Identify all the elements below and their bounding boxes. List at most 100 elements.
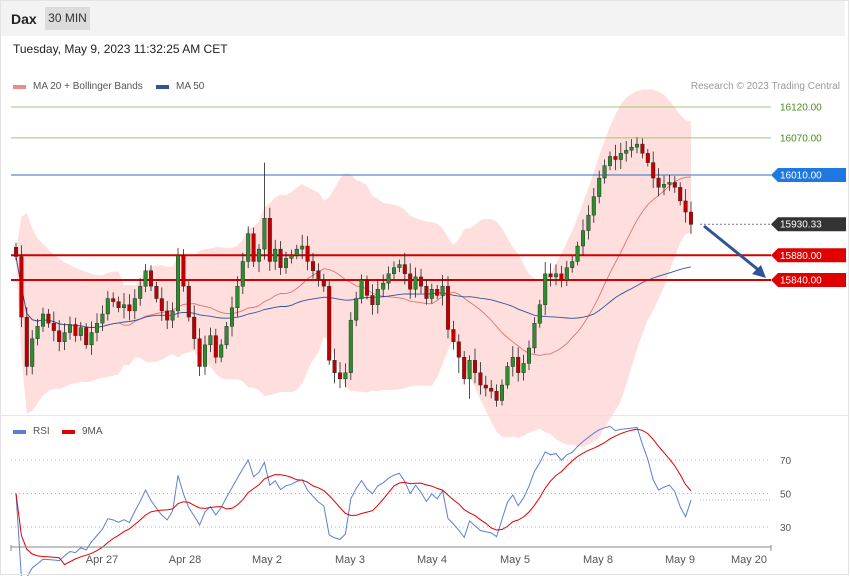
candle-body [192, 316, 197, 339]
candle-body [246, 233, 251, 262]
candle-body [554, 273, 559, 278]
candle-body [311, 261, 316, 271]
legend-rsi: RSI [13, 426, 50, 437]
candle-body [537, 304, 542, 324]
candle-body [51, 323, 56, 331]
legend-ma50: MA 50 [156, 81, 204, 92]
candle-body [500, 384, 505, 401]
rsi-line [15, 425, 692, 576]
bollinger-band [16, 89, 691, 447]
candle-body [564, 267, 569, 281]
candle-body [121, 304, 126, 309]
x-tick-label: May 20 [731, 554, 767, 566]
candle-body [586, 214, 591, 231]
candle-body [105, 298, 110, 315]
legend-ma50-label: MA 50 [176, 81, 205, 92]
ma20-line [15, 176, 692, 356]
forecast-arrow-head [752, 265, 766, 278]
candle-body [602, 165, 607, 179]
rsi-level-label-50: 50 [780, 490, 792, 501]
candle-body [640, 143, 645, 154]
legend-rsi-label: RSI [33, 426, 50, 437]
x-tick-label: May 9 [665, 554, 695, 566]
candle-body [667, 182, 672, 185]
candle-body [213, 335, 218, 358]
candle-body [473, 360, 478, 373]
candle-body [197, 338, 202, 367]
candle-body [402, 264, 407, 275]
candle-body [138, 285, 143, 299]
level-label-3: 15930.33 [780, 220, 822, 231]
candle-body [662, 184, 667, 188]
candle-body [143, 270, 148, 287]
candle-body [672, 182, 677, 188]
legend-9ma: 9MA [62, 426, 103, 437]
candle-body [392, 267, 397, 275]
candle-body [505, 366, 510, 386]
candle-body [478, 372, 483, 386]
candle-body [186, 285, 191, 318]
candle-body [257, 248, 262, 262]
candle-body [321, 279, 326, 287]
candle-body [251, 233, 256, 262]
candle-body [208, 335, 213, 346]
candle-body [570, 261, 575, 268]
level-label-4: 15880.00 [780, 251, 822, 262]
candle-body [413, 276, 418, 290]
candle-body [30, 338, 35, 367]
candle-body [175, 255, 180, 312]
panel-separator [1, 415, 848, 416]
candle-body [435, 289, 440, 296]
candle-body [489, 387, 494, 392]
candle-body [67, 324, 72, 333]
header-bar: Dax 30 MIN [0, 0, 845, 36]
candle-body [419, 276, 424, 287]
legend-ma20: MA 20 + Bollinger Bands [13, 81, 143, 92]
candle-body [165, 310, 170, 321]
candle-body [424, 285, 429, 299]
x-tick-label: Apr 27 [86, 554, 118, 566]
candle-body [591, 196, 596, 216]
candle-body [73, 324, 78, 336]
rsi-swatch [13, 429, 26, 434]
candle-body [240, 261, 245, 287]
candle-body [516, 357, 521, 373]
rsi-level-label-30: 30 [780, 523, 792, 534]
candle-body [375, 289, 380, 305]
ma20-swatch [13, 84, 26, 89]
x-tick-label: May 8 [583, 554, 613, 566]
candle-body [559, 273, 564, 281]
candle-body [294, 248, 299, 256]
candle-body [338, 372, 343, 380]
candle-body [386, 273, 391, 284]
candle-body [202, 344, 207, 367]
candle-body [235, 285, 240, 309]
candle-body [127, 304, 132, 312]
candle-body [35, 326, 40, 339]
candle-body [656, 177, 661, 188]
level-tag-5 [771, 273, 846, 287]
level-label-5: 15840.00 [780, 276, 822, 287]
candle-body [78, 327, 83, 336]
candle-body [575, 245, 580, 262]
candle-body [678, 187, 683, 202]
candle-body [111, 298, 116, 302]
x-tick-label: May 5 [500, 554, 530, 566]
candle-body [132, 298, 137, 312]
timeframe-button[interactable]: 30 MIN [45, 7, 90, 30]
level-label-1: 16070.00 [780, 133, 822, 144]
credit-text: Research © 2023 Trading Central [690, 81, 840, 92]
candle-body [46, 313, 51, 324]
candle-body [597, 177, 602, 197]
level-label-2: 16010.00 [780, 170, 822, 181]
candle-body [613, 156, 618, 160]
forecast-arrow-shaft [703, 224, 762, 274]
candle-body [154, 285, 159, 299]
candle-body [543, 273, 548, 305]
candle-body [456, 341, 461, 358]
ma50-line [15, 256, 692, 328]
candle-body [359, 279, 364, 299]
candle-body [629, 146, 634, 151]
candle-body [651, 162, 656, 179]
candle-body [84, 327, 89, 346]
